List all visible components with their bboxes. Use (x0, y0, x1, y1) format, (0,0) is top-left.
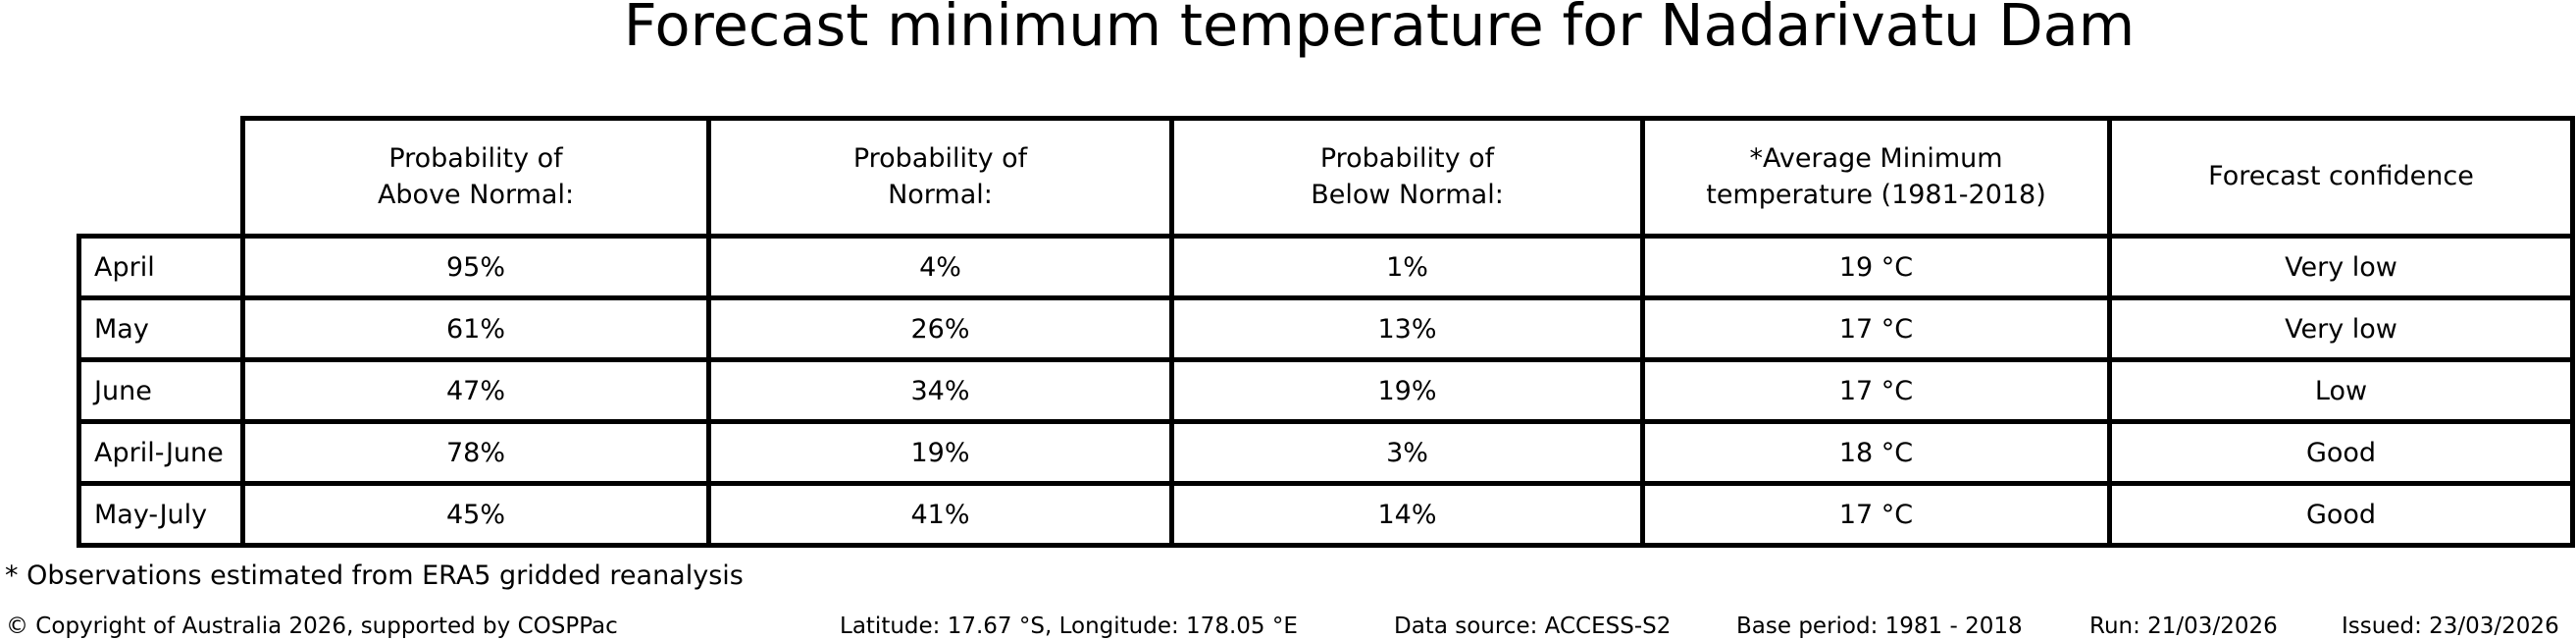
cell-period: May (77, 295, 245, 362)
cell-value: 14% (1169, 481, 1645, 548)
cell-value: 26% (706, 295, 1174, 362)
table-row: April 95% 4% 1% 19 °C Very low (77, 234, 2575, 300)
forecast-table: Probability of Above Normal: Probability … (77, 116, 2575, 548)
cell-value: 19% (1169, 357, 1645, 424)
cell-value: 19% (706, 419, 1174, 486)
cell-value: 17 °C (1640, 295, 2112, 362)
cell-value: Good (2107, 419, 2575, 486)
footer-copyright: © Copyright of Australia 2026, supported… (6, 613, 618, 639)
cell-value: 3% (1169, 419, 1645, 486)
cell-value: Good (2107, 481, 2575, 548)
cell-period: April (77, 234, 245, 300)
header-row: Probability of Above Normal: Probability … (79, 116, 2575, 239)
table-row: June 47% 34% 19% 17 °C Low (77, 357, 2575, 424)
page-title: Forecast minimum temperature for Nadariv… (623, 0, 2136, 59)
cell-period: April-June (77, 419, 245, 486)
cell-value: 1% (1169, 234, 1645, 300)
cell-value: Low (2107, 357, 2575, 424)
cell-value: 13% (1169, 295, 1645, 362)
cell-value: 17 °C (1640, 357, 2112, 424)
cell-value: Very low (2107, 295, 2575, 362)
cell-value: 95% (240, 234, 711, 300)
table-body: April 95% 4% 1% 19 °C Very low May 61% 26% 13% 17 … (77, 234, 2575, 548)
footer-base-period: Base period: 1981 - 2018 (1736, 613, 2023, 639)
footer-data-source: Data source: ACCESS-S2 (1394, 613, 1672, 639)
cell-value: 41% (706, 481, 1174, 548)
cell-value: 17 °C (1640, 481, 2112, 548)
cell-value: Very low (2107, 234, 2575, 300)
cell-value: 18 °C (1640, 419, 2112, 486)
corner-cell (79, 119, 243, 237)
column-header: *Average Minimum temperature (1981-2018) (1640, 116, 2112, 239)
cell-value: 61% (240, 295, 711, 362)
cell-value: 34% (706, 357, 1174, 424)
column-header: Probability of Below Normal: (1169, 116, 1645, 239)
table-row: May-July 45% 41% 14% 17 °C Good (77, 481, 2575, 548)
column-header: Probability of Above Normal: (240, 116, 711, 239)
cell-value: 4% (706, 234, 1174, 300)
footer-issued: Issued: 23/03/2026 (2342, 613, 2559, 639)
column-header: Forecast confidence (2107, 116, 2575, 239)
footer-run: Run: 21/03/2026 (2089, 613, 2278, 639)
cell-period: June (77, 357, 245, 424)
table-row: May 61% 26% 13% 17 °C Very low (77, 295, 2575, 362)
cell-value: 47% (240, 357, 711, 424)
cell-period: May-July (77, 481, 245, 548)
footnote: * Observations estimated from ERA5 gridd… (5, 560, 744, 591)
cell-value: 45% (240, 481, 711, 548)
cell-value: 78% (240, 419, 711, 486)
column-header: Probability of Normal: (706, 116, 1174, 239)
footer-location: Latitude: 17.67 °S, Longitude: 178.05 °E (840, 613, 1298, 639)
table-row: April-June 78% 19% 3% 18 °C Good (77, 419, 2575, 486)
cell-value: 19 °C (1640, 234, 2112, 300)
